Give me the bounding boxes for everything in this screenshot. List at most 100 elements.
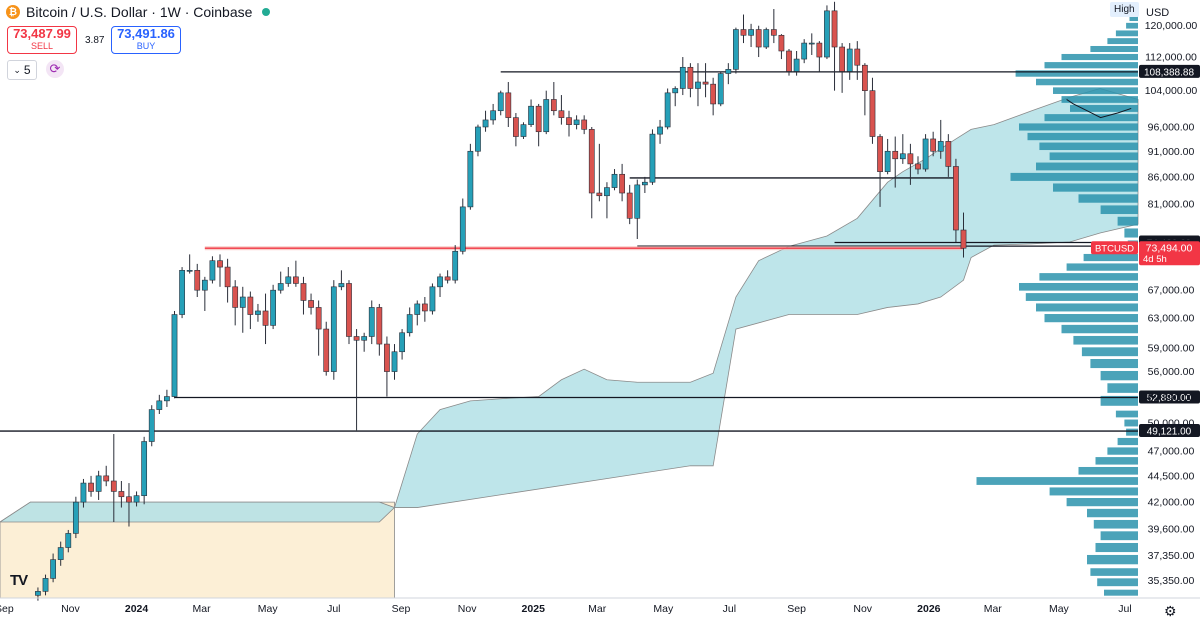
candle-up	[186, 270, 193, 272]
candle-up	[899, 153, 906, 160]
candle-down	[110, 480, 117, 492]
price-tick-label: 86,000.00	[1148, 171, 1195, 183]
sell-label: SELL	[30, 41, 54, 51]
candle-up	[672, 88, 679, 94]
candle-down	[581, 119, 588, 130]
candle-up	[520, 124, 527, 137]
candle-up	[35, 591, 41, 596]
candle-up	[80, 482, 87, 503]
candle-down	[831, 10, 838, 48]
candle-down	[323, 328, 330, 372]
candle-up	[141, 441, 148, 496]
candle-down	[770, 29, 777, 36]
volume-profile-bar	[1117, 437, 1138, 446]
volume-profile-bar	[1010, 172, 1138, 181]
buy-button[interactable]: 73,491.86 BUY	[111, 26, 181, 54]
interval-dropdown[interactable]: ⌄ 5	[7, 60, 37, 80]
price-tick-label: 104,000.00	[1145, 85, 1198, 97]
volume-profile-bar	[1100, 531, 1138, 541]
candle-up	[148, 409, 155, 442]
volume-profile-bar	[1078, 466, 1138, 475]
ichimoku-cloud-layer	[0, 88, 1139, 523]
candle-up	[42, 578, 49, 592]
candle-up	[361, 336, 368, 341]
candles-layer	[35, 1, 967, 601]
candle-down	[118, 491, 125, 498]
level-price-label: 49,121.00	[1147, 427, 1192, 438]
candle-down	[247, 296, 254, 315]
candle-down	[588, 129, 595, 194]
candle-up	[922, 138, 929, 170]
candle-down	[740, 29, 747, 36]
symbol-title[interactable]: Bitcoin / U.S. Dollar · 1W · Coinbase	[26, 4, 253, 20]
countdown-label: 4d 5h	[1143, 254, 1167, 265]
time-tick-label: Mar	[984, 603, 1003, 615]
time-tick-label: Jul	[327, 603, 340, 615]
volume-profile-bar	[1097, 578, 1138, 587]
sell-button[interactable]: 73,487.99 SELL	[7, 26, 77, 54]
price-tick-label: 112,000.00	[1145, 52, 1197, 64]
level-price-label: 108,388.88	[1144, 67, 1194, 78]
volume-profile-bar	[1107, 383, 1138, 393]
time-tick-label: Nov	[61, 603, 80, 615]
volume-profile-bar	[1049, 152, 1138, 161]
candle-down	[535, 105, 542, 133]
price-tick-label: 50,000.00	[1148, 417, 1195, 429]
candle-down	[384, 343, 390, 372]
symbol-tag	[1091, 241, 1138, 255]
volume-profile-bar	[1044, 62, 1138, 69]
volume-profile-bar	[1115, 410, 1138, 418]
candle-down	[892, 150, 899, 160]
candle-down	[755, 29, 762, 48]
time-tick-label: 2026	[917, 603, 941, 615]
volume-profile-bar	[1129, 15, 1138, 22]
gear-icon[interactable]: ⚙	[1164, 603, 1177, 619]
volume-profile-bar	[1095, 457, 1138, 465]
volume-profile-bar	[1124, 419, 1138, 427]
time-tick-label: May	[653, 603, 674, 615]
candle-up	[164, 396, 170, 402]
candle-down	[930, 138, 937, 152]
price-tick-label: 120,000.00	[1145, 20, 1198, 32]
symbol-header[interactable]: ₿ Bitcoin / U.S. Dollar · 1W · Coinbase	[6, 4, 271, 20]
candle-down	[907, 153, 914, 165]
candle-up	[57, 547, 64, 560]
volume-profile-bar	[1078, 194, 1138, 203]
price-tick-label: 47,000.00	[1148, 446, 1195, 458]
candle-down	[346, 283, 352, 337]
candle-down	[126, 496, 132, 503]
candle-up	[543, 99, 550, 133]
candle-down	[550, 99, 557, 112]
candle-up	[824, 10, 830, 58]
candle-down	[513, 117, 519, 137]
volume-profile-bar	[1083, 253, 1138, 262]
candle-up	[201, 279, 208, 291]
volume-profile-bar	[1039, 142, 1138, 151]
candle-up	[391, 351, 398, 372]
time-tick-label: Sep	[0, 603, 14, 615]
candle-down	[816, 42, 823, 58]
volume-profile-bar	[1025, 293, 1138, 301]
candle-up	[657, 126, 663, 135]
candle-up	[429, 286, 436, 312]
time-tick-label: Mar	[588, 603, 607, 615]
candle-up	[717, 73, 724, 105]
candle-up	[330, 286, 337, 372]
currency-label[interactable]: USD	[1146, 7, 1170, 19]
sync-icon[interactable]: ⟳	[46, 60, 64, 78]
time-tick-label: 2025	[522, 603, 546, 615]
tradingview-logo[interactable]: TV	[10, 572, 28, 589]
volume-profile-bar	[1053, 183, 1138, 192]
candle-down	[293, 276, 299, 284]
candle-up	[490, 110, 497, 121]
candle-down	[421, 303, 428, 312]
volume-profile-bar	[1070, 105, 1138, 112]
candle-up	[72, 501, 79, 534]
candle-down	[953, 166, 959, 231]
candle-down	[224, 266, 231, 288]
volume-profile-bar	[1061, 96, 1138, 103]
time-tick-label: May	[258, 603, 279, 615]
